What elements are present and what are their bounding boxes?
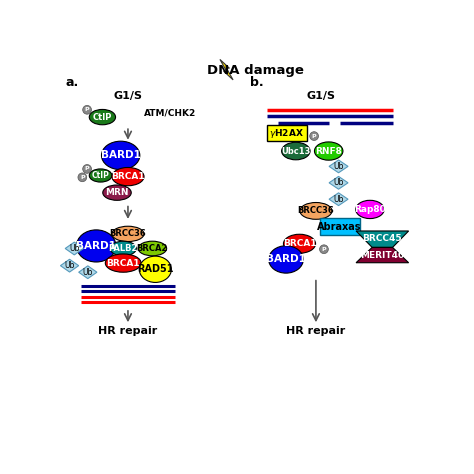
- Circle shape: [82, 105, 91, 114]
- Ellipse shape: [356, 201, 384, 219]
- Text: Ub: Ub: [333, 178, 344, 187]
- Polygon shape: [79, 266, 97, 279]
- Polygon shape: [65, 242, 83, 255]
- Text: Ub: Ub: [82, 268, 93, 277]
- FancyBboxPatch shape: [320, 218, 360, 235]
- Text: BRCC45: BRCC45: [363, 234, 402, 243]
- Text: Ub: Ub: [69, 244, 80, 253]
- Circle shape: [310, 132, 319, 140]
- Text: BRCC36: BRCC36: [298, 206, 334, 215]
- Text: a.: a.: [66, 76, 79, 89]
- Text: G1/S: G1/S: [307, 91, 336, 101]
- Polygon shape: [61, 259, 79, 272]
- Text: RNF8: RNF8: [315, 146, 342, 155]
- Polygon shape: [329, 193, 348, 206]
- Polygon shape: [329, 176, 348, 189]
- Ellipse shape: [112, 167, 144, 186]
- Ellipse shape: [282, 142, 310, 160]
- Ellipse shape: [139, 256, 172, 283]
- Ellipse shape: [89, 169, 112, 182]
- Ellipse shape: [89, 109, 116, 125]
- Text: MRN: MRN: [105, 188, 129, 197]
- Text: P: P: [85, 107, 90, 112]
- Polygon shape: [356, 247, 409, 263]
- Ellipse shape: [138, 241, 167, 256]
- Text: Ubc13: Ubc13: [281, 146, 310, 155]
- Text: b.: b.: [250, 76, 264, 89]
- Text: BARD1: BARD1: [100, 150, 141, 160]
- Text: HR repair: HR repair: [286, 326, 346, 337]
- Ellipse shape: [76, 230, 116, 262]
- Polygon shape: [329, 160, 348, 173]
- Text: PALB2: PALB2: [109, 244, 138, 253]
- Text: BARD1: BARD1: [76, 241, 116, 251]
- Circle shape: [319, 245, 328, 254]
- Text: HR repair: HR repair: [98, 326, 157, 337]
- Ellipse shape: [105, 254, 141, 272]
- Text: BRCA1: BRCA1: [111, 172, 145, 181]
- Ellipse shape: [101, 141, 140, 170]
- Text: BRCC36: BRCC36: [109, 229, 146, 238]
- Text: ATM/CHK2: ATM/CHK2: [145, 108, 197, 117]
- Text: P: P: [322, 247, 326, 252]
- Text: P: P: [85, 166, 90, 172]
- Text: P: P: [312, 134, 317, 138]
- Text: G1/S: G1/S: [113, 91, 143, 101]
- Text: RAD51: RAD51: [137, 264, 173, 274]
- Ellipse shape: [283, 234, 316, 253]
- Ellipse shape: [300, 202, 332, 219]
- Text: DNA damage: DNA damage: [207, 64, 304, 77]
- Text: P: P: [80, 175, 85, 180]
- Polygon shape: [220, 59, 233, 80]
- Text: BARD1: BARD1: [266, 255, 306, 264]
- Text: Abraxas: Abraxas: [318, 222, 362, 232]
- Text: Ub: Ub: [333, 162, 344, 171]
- Text: Rap80: Rap80: [354, 205, 386, 214]
- Ellipse shape: [269, 246, 303, 273]
- Circle shape: [78, 173, 87, 182]
- Text: $\gamma$H2AX: $\gamma$H2AX: [269, 127, 304, 140]
- Polygon shape: [356, 231, 409, 247]
- Text: CtIP: CtIP: [93, 113, 112, 122]
- FancyBboxPatch shape: [267, 126, 307, 141]
- Text: CtIP: CtIP: [91, 171, 109, 180]
- Text: MERIT40: MERIT40: [360, 251, 404, 260]
- Text: BRCA1: BRCA1: [106, 259, 140, 268]
- Circle shape: [82, 164, 91, 173]
- Ellipse shape: [314, 142, 343, 160]
- Ellipse shape: [103, 185, 131, 201]
- Text: Ub: Ub: [64, 261, 75, 270]
- Ellipse shape: [110, 241, 137, 256]
- Text: BRCA2: BRCA2: [137, 244, 168, 253]
- Text: BRCA1: BRCA1: [283, 239, 316, 248]
- Text: Ub: Ub: [333, 195, 344, 204]
- Ellipse shape: [112, 226, 144, 242]
